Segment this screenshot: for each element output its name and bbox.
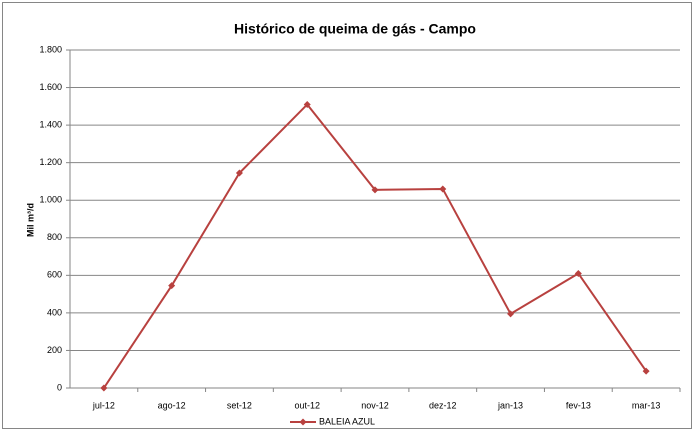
marker [303, 100, 311, 108]
legend-label: BALEIA AZUL [319, 416, 375, 426]
marker [235, 169, 243, 177]
marker [642, 367, 650, 375]
marker [168, 282, 176, 290]
marker [100, 384, 108, 392]
x-tick-label: set-12 [227, 400, 252, 410]
marker [507, 310, 515, 318]
x-tick-label: jul-12 [92, 400, 115, 410]
y-tick-label: 200 [47, 345, 62, 355]
x-tick-label: dez-12 [429, 400, 457, 410]
legend-marker [299, 418, 307, 426]
y-tick-label: 0 [57, 382, 62, 392]
x-tick-label: out-12 [294, 400, 320, 410]
y-tick-label: 1.200 [39, 157, 62, 167]
y-tick-label: 1.000 [39, 195, 62, 205]
y-tick-label: 1.600 [39, 82, 62, 92]
marker [439, 185, 447, 193]
y-tick-label: 1.800 [39, 44, 62, 54]
y-tick-label: 600 [47, 270, 62, 280]
x-tick-label: jan-13 [497, 400, 523, 410]
x-tick-label: nov-12 [361, 400, 389, 410]
marker [371, 186, 379, 194]
y-tick-label: 400 [47, 307, 62, 317]
y-axis-label: Mil m³/d [25, 203, 35, 237]
x-tick-label: fev-13 [566, 400, 591, 410]
y-tick-label: 1.400 [39, 119, 62, 129]
chart-title: Histórico de queima de gás - Campo [234, 21, 476, 37]
marker [574, 269, 582, 277]
x-tick-label: mar-13 [632, 400, 661, 410]
x-tick-label: ago-12 [158, 400, 186, 410]
y-tick-label: 800 [47, 232, 62, 242]
